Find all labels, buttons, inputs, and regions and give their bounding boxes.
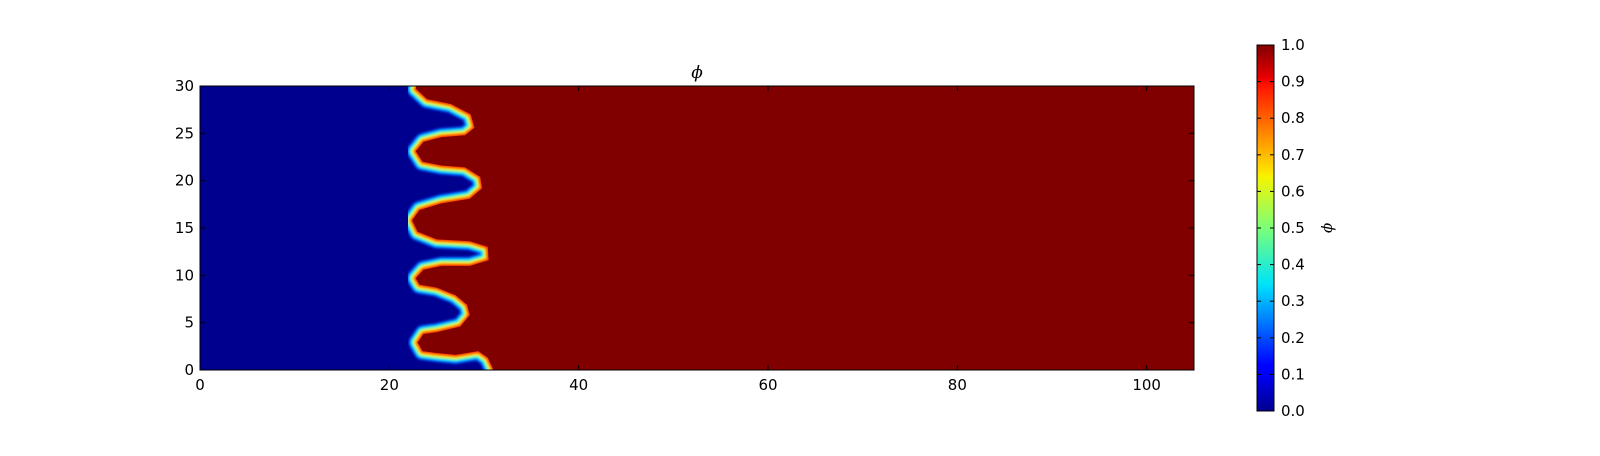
colorbar-tick-label: 0.6 xyxy=(1281,182,1305,200)
colorbar-tick-label: 0.7 xyxy=(1281,146,1305,164)
colorbar-label: ϕ xyxy=(1320,223,1338,233)
y-tick-label: 25 xyxy=(175,124,194,142)
x-tick-label: 60 xyxy=(758,376,777,394)
chart-title: ϕ xyxy=(691,63,703,83)
colorbar-tick-label: 0.0 xyxy=(1281,402,1305,420)
y-tick-label: 0 xyxy=(184,361,194,379)
colorbar-tick-label: 0.9 xyxy=(1281,73,1305,91)
colorbar-ticks: 0.0 0.1 0.2 0.3 0.4 0.5 0.6 0.7 0.8 0.9 1.0 xyxy=(1257,36,1305,420)
x-tick-label: 40 xyxy=(569,376,588,394)
main-axes: 0 20 40 60 80 100 0 5 10 15 20 25 30 ϕ xyxy=(175,63,1195,394)
colorbar-tick-label: 0.5 xyxy=(1281,219,1305,237)
colorbar-tick-label: 0.4 xyxy=(1281,256,1305,274)
y-axis: 0 5 10 15 20 25 30 xyxy=(175,77,1194,379)
x-tick-label: 0 xyxy=(195,376,205,394)
y-tick-label: 20 xyxy=(175,172,194,190)
colorbar-tick-label: 1.0 xyxy=(1281,36,1305,54)
x-tick-label: 100 xyxy=(1132,376,1161,394)
colorbar-gradient xyxy=(1257,45,1274,411)
x-tick-label: 20 xyxy=(380,376,399,394)
y-tick-label: 5 xyxy=(184,314,194,332)
heatmap-image xyxy=(200,86,1194,370)
colorbar-tick-label: 0.3 xyxy=(1281,292,1305,310)
x-axis: 0 20 40 60 80 100 xyxy=(195,86,1161,394)
y-tick-label: 30 xyxy=(175,77,194,95)
colorbar: 0.0 0.1 0.2 0.3 0.4 0.5 0.6 0.7 0.8 0.9 1.0 ϕ xyxy=(1256,36,1338,420)
colorbar-tick-label: 0.2 xyxy=(1281,329,1305,347)
x-tick-label: 80 xyxy=(948,376,967,394)
colorbar-tick-label: 0.1 xyxy=(1281,365,1305,383)
heatmap-high-region xyxy=(412,86,1194,370)
colorbar-tick-label: 0.8 xyxy=(1281,109,1305,127)
y-tick-label: 15 xyxy=(175,219,194,237)
y-tick-label: 10 xyxy=(175,266,194,284)
